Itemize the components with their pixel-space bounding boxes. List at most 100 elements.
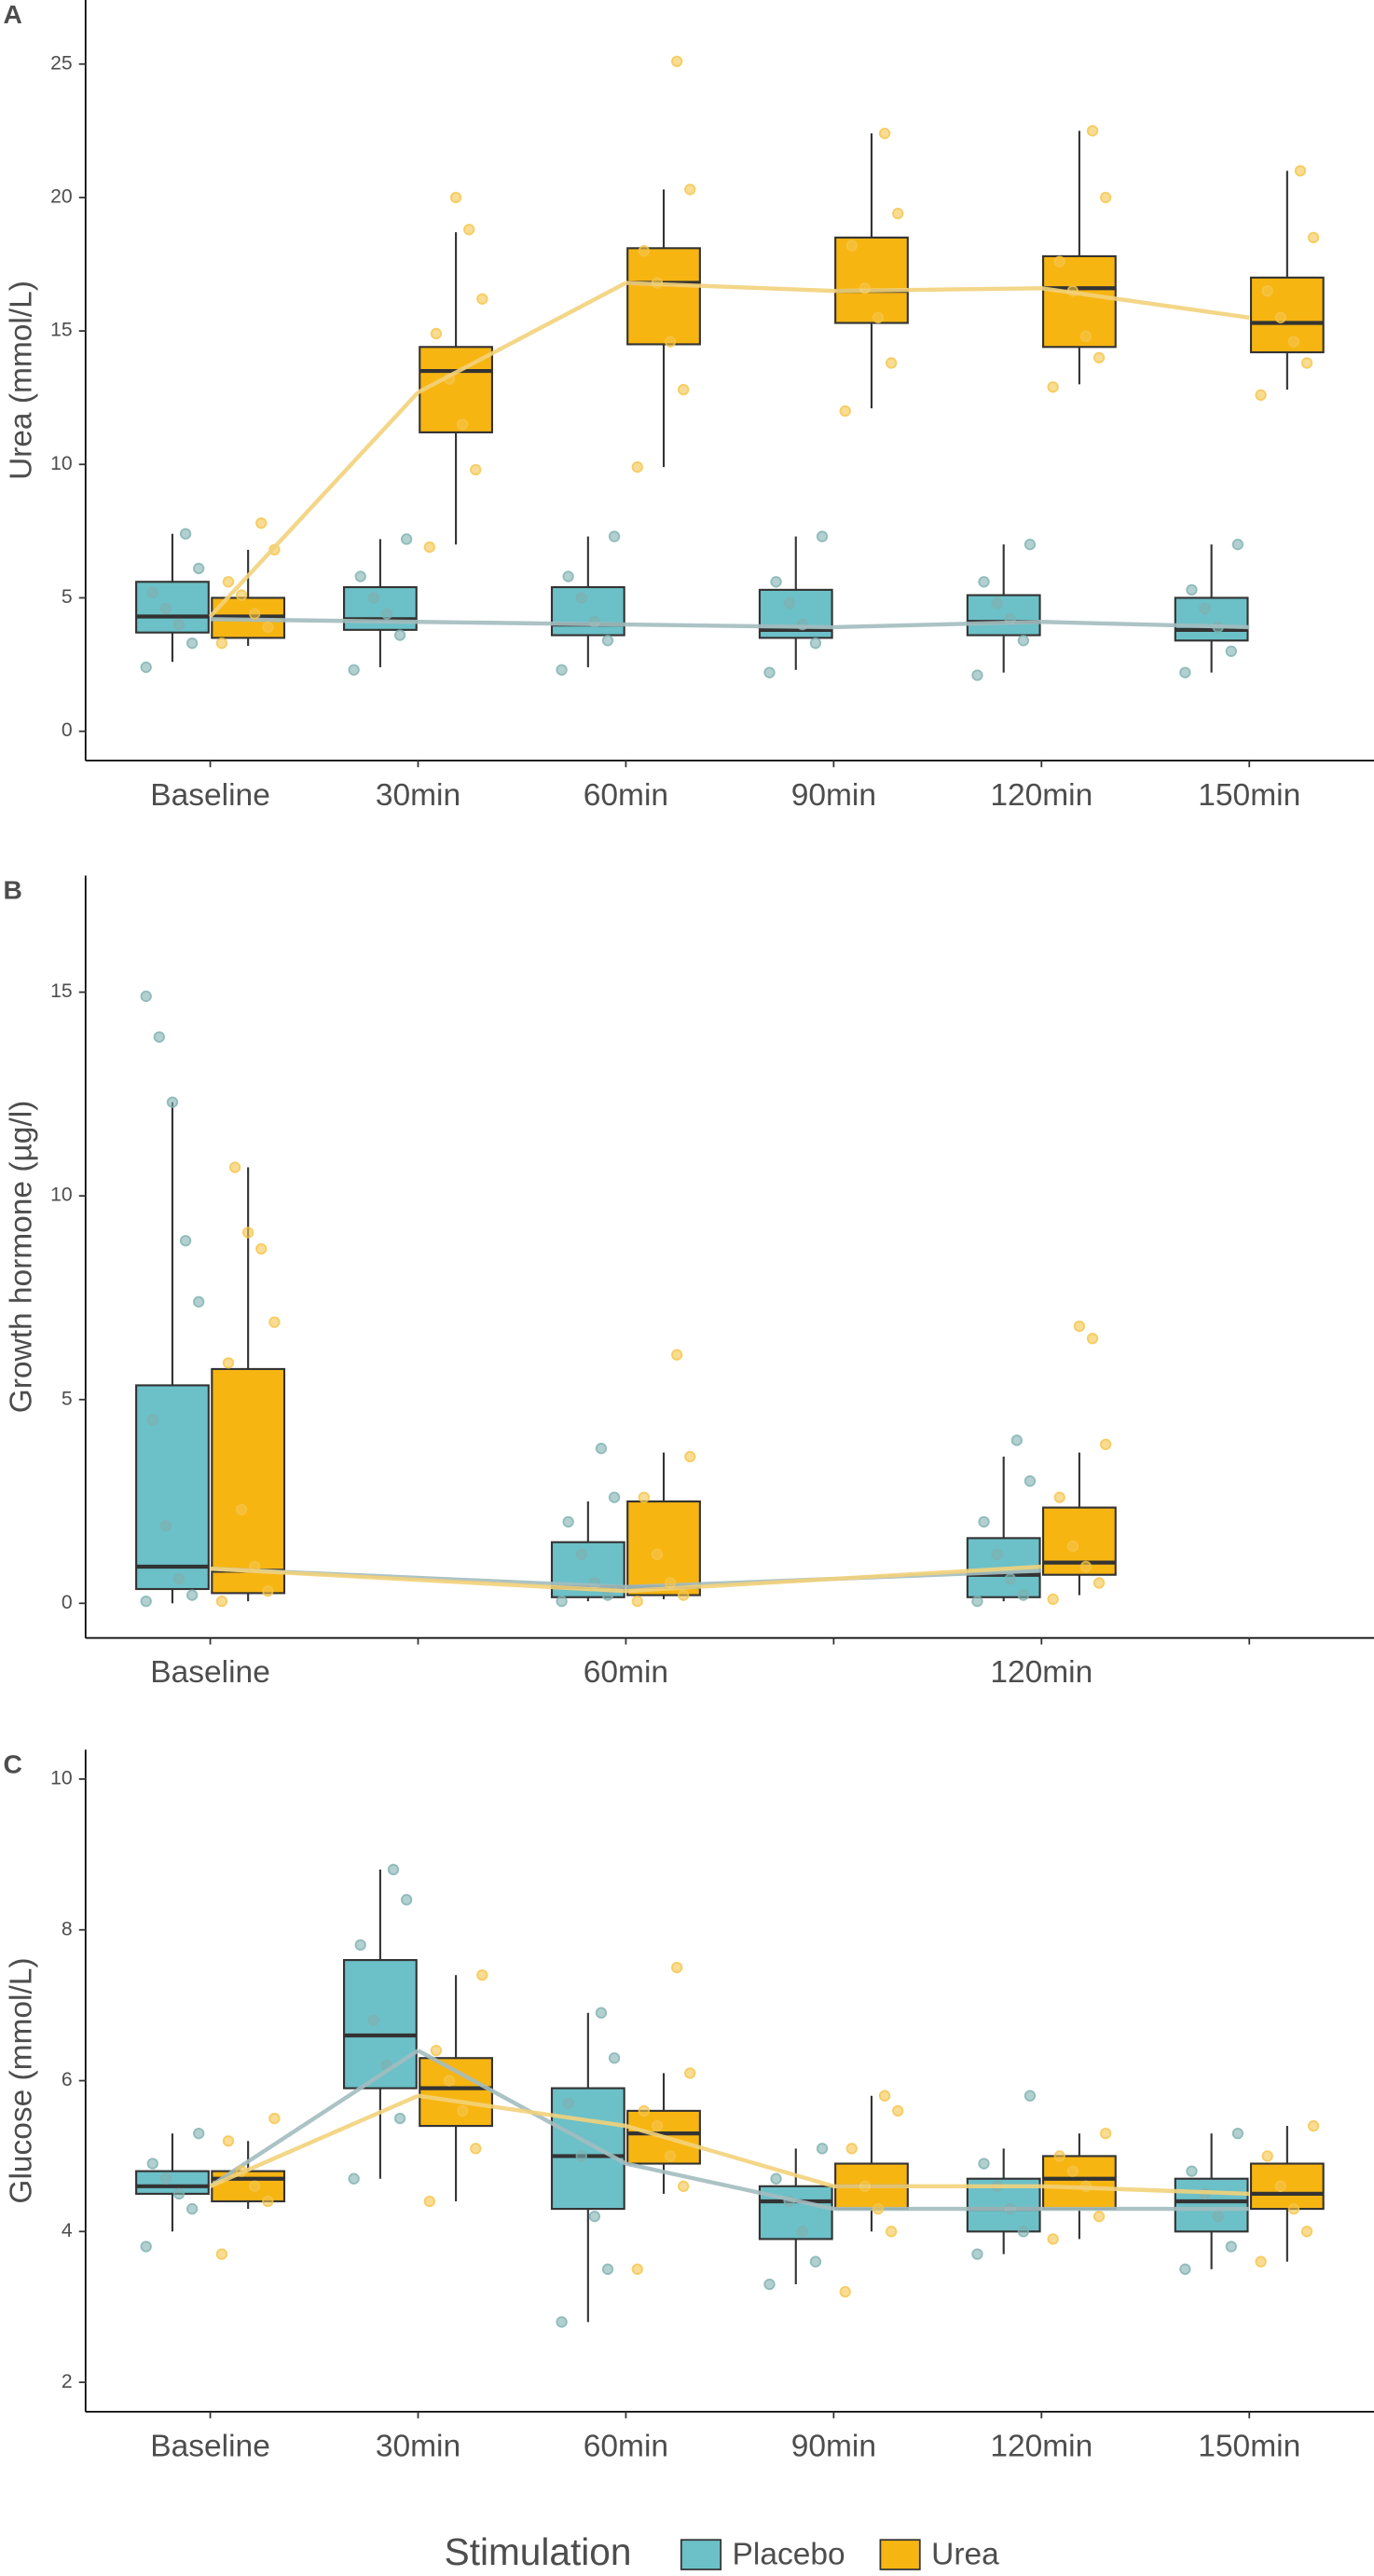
point — [1300, 2226, 1313, 2238]
point — [153, 1031, 166, 1043]
point — [1053, 255, 1065, 267]
point — [456, 418, 469, 431]
point — [601, 635, 614, 647]
x-tick-label: 60min — [584, 778, 668, 813]
point — [348, 664, 360, 676]
point — [556, 1595, 568, 1608]
point — [262, 1585, 274, 1597]
box — [1042, 2155, 1117, 2211]
point — [562, 570, 574, 582]
point — [249, 2180, 261, 2192]
box — [135, 581, 210, 634]
point — [222, 1357, 235, 1369]
box — [626, 1500, 701, 1596]
point — [235, 589, 248, 601]
point — [1099, 2127, 1112, 2140]
point — [159, 1520, 172, 1532]
point — [262, 621, 274, 634]
point — [1231, 2127, 1244, 2140]
mean-line — [418, 2093, 626, 2129]
point — [1186, 583, 1198, 596]
point — [595, 1443, 608, 1455]
point — [456, 2104, 469, 2117]
point — [684, 2067, 696, 2079]
legend-label: Placebo — [733, 2538, 845, 2572]
mean-line — [418, 620, 626, 627]
box — [135, 2170, 210, 2195]
point — [1179, 666, 1191, 678]
x-tick-label: 30min — [376, 2429, 460, 2463]
x-tick-label: 30min — [376, 778, 460, 813]
point — [146, 1414, 158, 1426]
point — [670, 55, 683, 68]
point — [1047, 2233, 1059, 2245]
point — [971, 1595, 983, 1608]
point — [878, 2090, 891, 2102]
point — [770, 2172, 782, 2185]
point — [1086, 1332, 1099, 1345]
point — [354, 1939, 366, 1952]
y-tick-label: 20 — [50, 186, 73, 208]
box — [211, 1367, 286, 1595]
point — [241, 1226, 254, 1239]
point — [400, 533, 413, 545]
y-tick-label: 5 — [62, 1388, 73, 1409]
point — [140, 661, 152, 674]
y-tick-label: 15 — [50, 980, 73, 1002]
box — [419, 2057, 493, 2128]
point — [1287, 336, 1300, 348]
panel-label: A — [4, 0, 22, 29]
point — [1199, 602, 1211, 615]
x-tick-label: Baseline — [150, 2429, 270, 2463]
point — [140, 990, 152, 1003]
box — [626, 247, 701, 346]
y-tick-label: 10 — [50, 1185, 73, 1206]
mean-line — [625, 622, 834, 630]
x-tick-label: 120min — [990, 1655, 1092, 1690]
point — [638, 1491, 651, 1503]
point — [684, 1450, 696, 1463]
point — [770, 576, 782, 588]
point — [763, 2278, 776, 2291]
point — [228, 1161, 241, 1173]
point — [978, 1515, 990, 1528]
panel-label: C — [4, 1748, 22, 1778]
mean-line — [210, 1566, 626, 1594]
point — [1092, 1577, 1106, 1589]
point — [651, 2119, 664, 2132]
box — [1174, 596, 1249, 642]
point — [1225, 645, 1237, 657]
point — [892, 2104, 904, 2117]
point — [601, 2263, 614, 2275]
y-axis-title: Urea (mmol/L) — [5, 281, 39, 480]
point — [670, 1961, 683, 1974]
point — [664, 336, 677, 348]
point — [978, 576, 990, 588]
point — [1066, 2165, 1079, 2177]
point — [367, 592, 380, 604]
point — [1255, 389, 1267, 401]
point — [215, 637, 228, 650]
point — [575, 592, 587, 604]
point — [367, 2014, 380, 2026]
point — [172, 1572, 185, 1585]
point — [423, 2195, 436, 2208]
point — [978, 2158, 990, 2170]
point — [423, 541, 436, 554]
point — [872, 311, 885, 323]
point — [262, 2195, 274, 2208]
point — [255, 1242, 268, 1255]
point — [1294, 165, 1307, 177]
y-axis-title: Growth hormone (µg/l) — [5, 1101, 39, 1414]
point — [885, 2226, 898, 2238]
point — [255, 517, 268, 529]
point — [1004, 1572, 1016, 1585]
point — [1079, 330, 1092, 342]
point — [971, 669, 983, 681]
point — [193, 1295, 205, 1308]
point — [678, 1589, 690, 1601]
point — [1017, 2226, 1030, 2238]
box — [966, 594, 1041, 637]
point — [562, 2097, 574, 2109]
